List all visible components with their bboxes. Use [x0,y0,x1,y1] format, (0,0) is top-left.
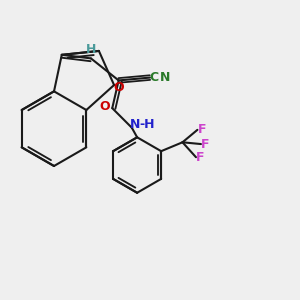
Text: O: O [99,100,110,113]
Text: O: O [113,81,124,94]
Text: C: C [150,71,159,84]
Text: F: F [201,138,210,151]
Text: H: H [86,43,96,56]
Text: F: F [196,152,205,164]
Text: N: N [160,71,170,84]
Text: F: F [197,123,206,136]
Text: N: N [130,118,141,131]
Text: -H: -H [139,118,154,131]
